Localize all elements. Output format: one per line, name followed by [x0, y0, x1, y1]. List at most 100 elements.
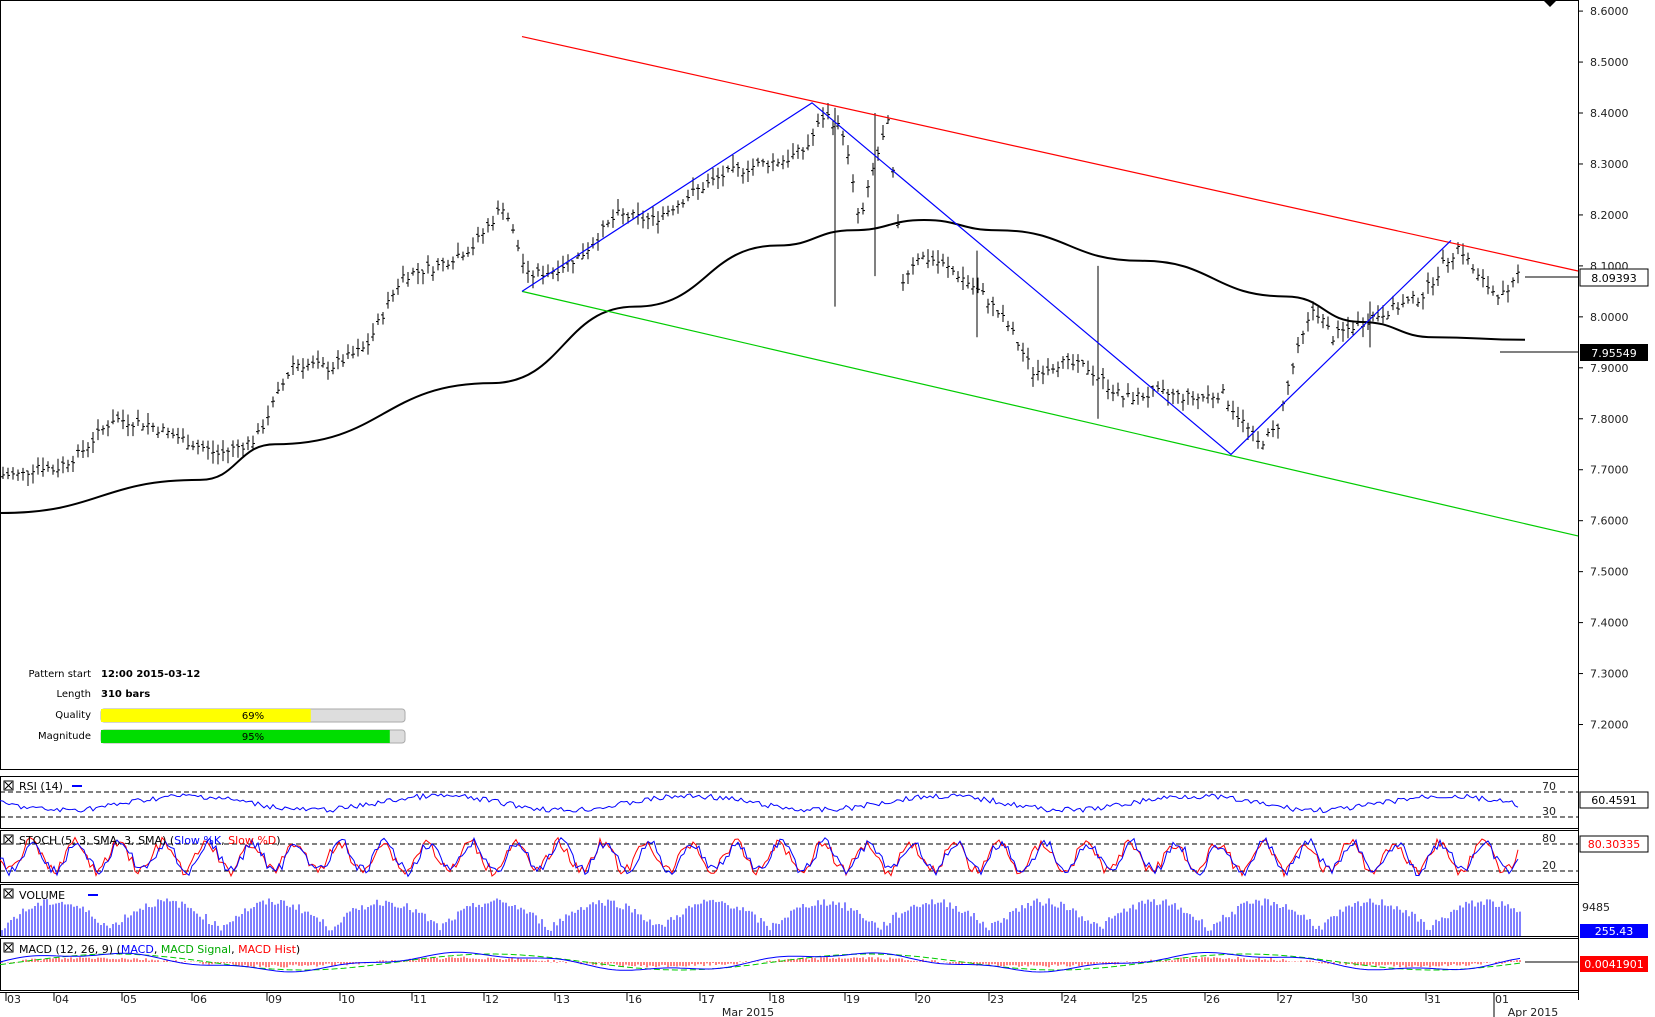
volume-panel: VOLUME 9485 255.43	[0, 884, 1648, 938]
stoch-title-prefix: STOCH (5, 3, SMA, 3, SMA) (	[19, 834, 174, 847]
time-axis-day-label: 12	[485, 993, 499, 1006]
macd-close-icon[interactable]	[4, 943, 13, 952]
stoch-level-20-label: 20	[1542, 859, 1556, 872]
macd-sep-1: ,	[154, 943, 161, 956]
price-axis-tick-label: 7.9000	[1590, 362, 1629, 375]
macd-value: 0.0041901	[1584, 958, 1644, 971]
time-axis-day-label: 24	[1063, 993, 1077, 1006]
length-value: 310 bars	[101, 689, 150, 700]
moving-average	[0, 219, 1526, 515]
stoch-value: 80.30335	[1588, 838, 1641, 851]
magnitude-bar-text: 95%	[242, 732, 264, 743]
macd-sep-2: ,	[231, 943, 238, 956]
time-axis-day-label: 26	[1206, 993, 1220, 1006]
volume-bars	[1, 898, 1521, 936]
time-axis-day-label: 25	[1134, 993, 1148, 1006]
price-axis-tick-label: 8.3000	[1590, 158, 1629, 171]
time-axis-day-label: 31	[1427, 993, 1441, 1006]
price-axis-tick-label: 8.2000	[1590, 209, 1629, 222]
time-axis-day-label: 03	[7, 993, 21, 1006]
volume-value: 255.43	[1595, 925, 1634, 938]
rsi-value-tag	[1579, 791, 1649, 809]
macd-signal-label: MACD Signal	[161, 943, 231, 956]
rsi-close-icon[interactable]	[4, 781, 13, 790]
price-axis-tick-label: 8.6000	[1590, 5, 1629, 18]
magnitude-label: Magnitude	[38, 731, 91, 742]
price-axis-tick-label: 7.4000	[1590, 617, 1629, 630]
rsi-panel: RSI (14) 70 30 60.4591	[0, 776, 1649, 829]
stoch-k-label: Slow %K	[174, 834, 222, 847]
volume-close-icon[interactable]	[4, 889, 13, 898]
time-axis-day-label: 09	[268, 993, 282, 1006]
stoch-title-suffix: )	[276, 834, 280, 847]
quality-bar-text: 69%	[242, 711, 264, 722]
price-axis: 8.60008.50008.40008.30008.20008.10008.00…	[1578, 5, 1629, 732]
time-axis-day-label: 18	[771, 993, 785, 1006]
macd-lines	[0, 951, 1521, 973]
price-axis-tick-label: 8.0000	[1590, 311, 1629, 324]
macd-panel: MACD (12, 26, 9) (MACD, MACD Signal, MAC…	[0, 938, 1648, 991]
stoch-d-label: Slow %D	[228, 834, 276, 847]
rsi-title: RSI (14)	[19, 780, 63, 793]
stoch-title: STOCH (5, 3, SMA, 3, SMA) (Slow %K, Slow…	[19, 834, 281, 847]
stoch-level-80-label: 80	[1542, 832, 1556, 845]
price-axis-tick-label: 7.5000	[1590, 566, 1629, 579]
time-axis-day-label: 23	[990, 993, 1004, 1006]
price-axis-tick-label: 7.3000	[1590, 668, 1629, 681]
macd-title: MACD (12, 26, 9) (MACD, MACD Signal, MAC…	[19, 943, 300, 956]
macd-title-prefix: MACD (12, 26, 9) (	[19, 943, 121, 956]
stoch-title-sep: ,	[221, 834, 228, 847]
macd-line	[0, 951, 1521, 973]
time-axis-day-label: 19	[846, 993, 860, 1006]
rsi-value: 60.4591	[1591, 794, 1637, 807]
stoch-k-line	[0, 836, 1519, 878]
zigzag-line	[521, 102, 1452, 456]
price-axis-tick-label: 7.7000	[1590, 464, 1629, 477]
time-axis-day-label: 13	[556, 993, 570, 1006]
length-label: Length	[57, 689, 92, 700]
time-axis-day-label: 06	[193, 993, 207, 1006]
macd-line-label: MACD	[121, 943, 154, 956]
macd-value-tag	[1580, 956, 1648, 972]
price-axis-tick-label: 8.4000	[1590, 107, 1629, 120]
time-axis-day-label: 16	[628, 993, 642, 1006]
support-line	[521, 290, 1579, 537]
time-axis: 03 04 05 06 09 10 11 12 13 16 17 18 19 20 23 24 25 26 27 30…	[0, 992, 1578, 1017]
price-bars	[1, 103, 1520, 486]
moving-average-line	[0, 219, 1526, 515]
pattern-info: Pattern start 12:00 2015-03-12 Length 31…	[29, 669, 406, 744]
rsi-line	[0, 793, 1519, 814]
time-axis-day-label: 30	[1354, 993, 1368, 1006]
pattern-start-label: Pattern start	[29, 669, 92, 680]
zigzag-pattern	[521, 102, 1452, 456]
resistance-line	[521, 35, 1579, 272]
stoch-close-icon[interactable]	[4, 835, 13, 844]
price-axis-tick-label: 7.2000	[1590, 719, 1629, 732]
time-axis-day-label: 10	[341, 993, 355, 1006]
scroll-marker-icon[interactable]	[1543, 0, 1557, 7]
macd-title-suffix: )	[296, 943, 300, 956]
time-axis-day-label: 11	[413, 993, 427, 1006]
stoch-value-tag	[1579, 835, 1649, 853]
rsi-panel-frame	[0, 776, 1579, 829]
quality-bar-fill	[101, 709, 311, 722]
time-axis-day-label: 05	[123, 993, 137, 1006]
quality-label: Quality	[55, 710, 91, 721]
ma-price-tag	[1580, 344, 1648, 361]
month-label-apr: Apr 2015	[1508, 1006, 1559, 1017]
current-price-value: 8.09393	[1591, 272, 1637, 285]
time-axis-day-label: 27	[1279, 993, 1293, 1006]
volume-title: VOLUME	[19, 889, 65, 902]
rsi-level-30-label: 30	[1542, 805, 1556, 818]
ma-price-value: 7.95549	[1591, 347, 1637, 360]
volume-panel-frame	[0, 884, 1579, 937]
current-price-tag	[1579, 268, 1649, 287]
price-axis-tick-label: 8.5000	[1590, 56, 1629, 69]
macd-hist-label: MACD Hist	[238, 943, 297, 956]
main-panel-frame	[0, 0, 1579, 770]
time-axis-day-label: 01	[1495, 993, 1509, 1006]
price-axis-tick-label: 7.6000	[1590, 515, 1629, 528]
pattern-start-value: 12:00 2015-03-12	[101, 669, 200, 680]
stoch-lines	[0, 836, 1519, 878]
